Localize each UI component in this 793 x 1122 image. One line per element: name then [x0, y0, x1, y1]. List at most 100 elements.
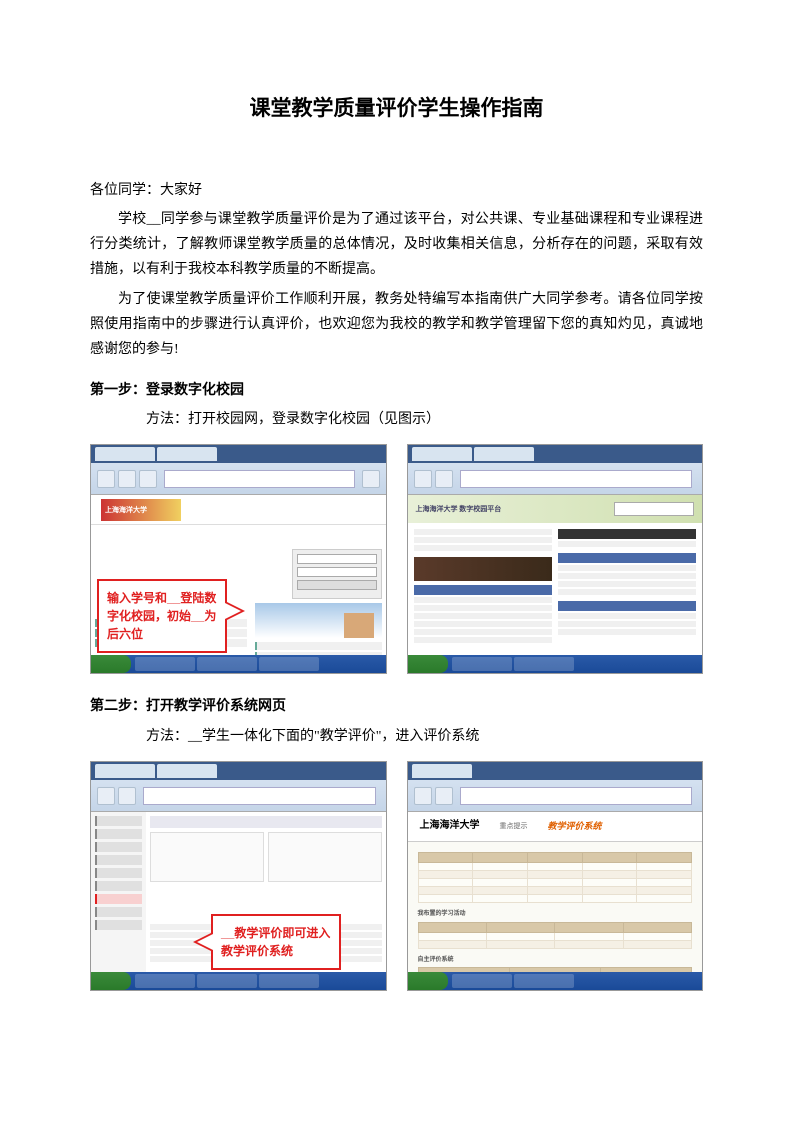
platform-header: 上海海洋大学 数字校园平台: [408, 495, 703, 523]
browser-tab: [412, 447, 472, 461]
callout-arrow-icon: [193, 932, 213, 952]
browser-tabs: [408, 445, 703, 463]
section-title: [414, 585, 552, 595]
greeting: 各位同学：大家好: [90, 178, 703, 203]
taskbar-item: [135, 657, 195, 671]
callout-text: 输入学号和__登陆数字化校园，初始__为后六位: [107, 591, 216, 641]
address-bar: [143, 787, 376, 805]
taskbar-item: [259, 657, 319, 671]
browser-toolbar: [91, 780, 386, 812]
address-bar: [460, 470, 693, 488]
forward-button: [435, 470, 453, 488]
callout-text: __教学评价即可进入教学评价系统: [221, 926, 330, 958]
university-logo: 上海海洋大学: [101, 499, 181, 521]
forward-button: [435, 787, 453, 805]
activity-table: [418, 922, 693, 949]
sidebar-item: [95, 868, 142, 878]
list-line: [558, 541, 696, 547]
section-title: [558, 553, 696, 563]
section-title: [558, 601, 696, 611]
list-line: [558, 573, 696, 579]
browser-tab: [157, 764, 217, 778]
browser-chrome: [408, 445, 703, 495]
platform-logo: 上海海洋大学 数字校园平台: [416, 503, 502, 516]
list-line: [558, 565, 696, 571]
back-button: [414, 787, 432, 805]
forward-button: [118, 470, 136, 488]
page-content: 上海海洋大学 输入学号和__登陆数字化校园，初始__为后六位 绿色志愿行: [91, 495, 386, 655]
windows-taskbar: [91, 972, 386, 990]
windows-taskbar: [408, 655, 703, 673]
list-line: [558, 621, 696, 627]
browser-tabs: [91, 762, 386, 780]
username-field: [297, 554, 377, 564]
browser-chrome: [91, 445, 386, 495]
list-line: [414, 613, 552, 619]
sidebar-item: [95, 829, 142, 839]
taskbar-item: [197, 657, 257, 671]
taskbar-item: [197, 974, 257, 988]
screenshot-1: 上海海洋大学 输入学号和__登陆数字化校园，初始__为后六位 绿色志愿行: [90, 444, 387, 674]
eval-header: 上海海洋大学 重点提示 教学评价系统: [408, 812, 703, 842]
intro-para-1: 学校__同学参与课堂教学质量评价是为了通过该平台，对公共课、专业基础课程和专业课…: [90, 207, 703, 283]
sidebar-item: [95, 907, 142, 917]
list-line: [414, 545, 552, 551]
list-line: [414, 529, 552, 535]
browser-tab: [157, 447, 217, 461]
browser-tabs: [408, 762, 703, 780]
list-line: [414, 605, 552, 611]
browser-tab: [412, 764, 472, 778]
section-title: [558, 529, 696, 539]
callout-box: 输入学号和__登陆数字化校园，初始__为后六位: [97, 579, 227, 653]
list-line: [414, 597, 552, 603]
start-button: [91, 655, 131, 673]
browser-chrome: [408, 762, 703, 812]
toolbar-button: [362, 470, 380, 488]
windows-taskbar: [91, 655, 386, 673]
sidebar-item: [95, 881, 142, 891]
screenshot-3: __教学评价即可进入教学评价系统: [90, 761, 387, 991]
building-image: [255, 603, 382, 638]
list-line: [414, 637, 552, 643]
page-title: 课堂教学质量评价学生操作指南: [90, 90, 703, 128]
sidebar-item: [95, 816, 142, 826]
content-card: [150, 832, 264, 882]
university-logo: 上海海洋大学: [420, 817, 480, 835]
windows-taskbar: [408, 972, 703, 990]
course-table: [418, 852, 693, 903]
main-header: [150, 816, 382, 828]
login-button: [297, 580, 377, 590]
taskbar-item: [514, 974, 574, 988]
forward-button: [118, 787, 136, 805]
list-line: [414, 537, 552, 543]
intro-para-2: 为了使课堂教学质量评价工作顺利开展，教务处特编写本指南供广大同学参考。请各位同学…: [90, 287, 703, 363]
sidebar-item-evaluation: [95, 894, 142, 904]
step1-method: 方法：打开校园网，登录数字化校园（见图示）: [90, 407, 703, 432]
callout-box: __教学评价即可进入教学评价系统: [211, 914, 341, 970]
back-button: [414, 470, 432, 488]
step2-screenshots: __教学评价即可进入教学评价系统: [90, 761, 703, 991]
back-button: [97, 470, 115, 488]
browser-chrome: [91, 762, 386, 812]
refresh-button: [139, 470, 157, 488]
section-label: 自主评价系统: [418, 955, 693, 966]
step2-method: 方法：__学生一体化下面的"教学评价"，进入评价系统: [90, 724, 703, 749]
start-button: [408, 655, 448, 673]
start-button: [91, 972, 131, 990]
taskbar-item: [452, 974, 512, 988]
page-content: 上海海洋大学 数字校园平台: [408, 495, 703, 655]
list-line: [558, 613, 696, 619]
sidebar-item: [95, 920, 142, 930]
list-line: [558, 589, 696, 595]
browser-tab: [474, 447, 534, 461]
promo-banner: [414, 557, 552, 581]
address-bar: [164, 470, 355, 488]
back-button: [97, 787, 115, 805]
callout-arrow-icon: [225, 601, 245, 621]
list-line: [414, 629, 552, 635]
browser-toolbar: [91, 463, 386, 495]
list-line: [558, 581, 696, 587]
browser-tabs: [91, 445, 386, 463]
list-line: [558, 629, 696, 635]
browser-tab: [95, 764, 155, 778]
